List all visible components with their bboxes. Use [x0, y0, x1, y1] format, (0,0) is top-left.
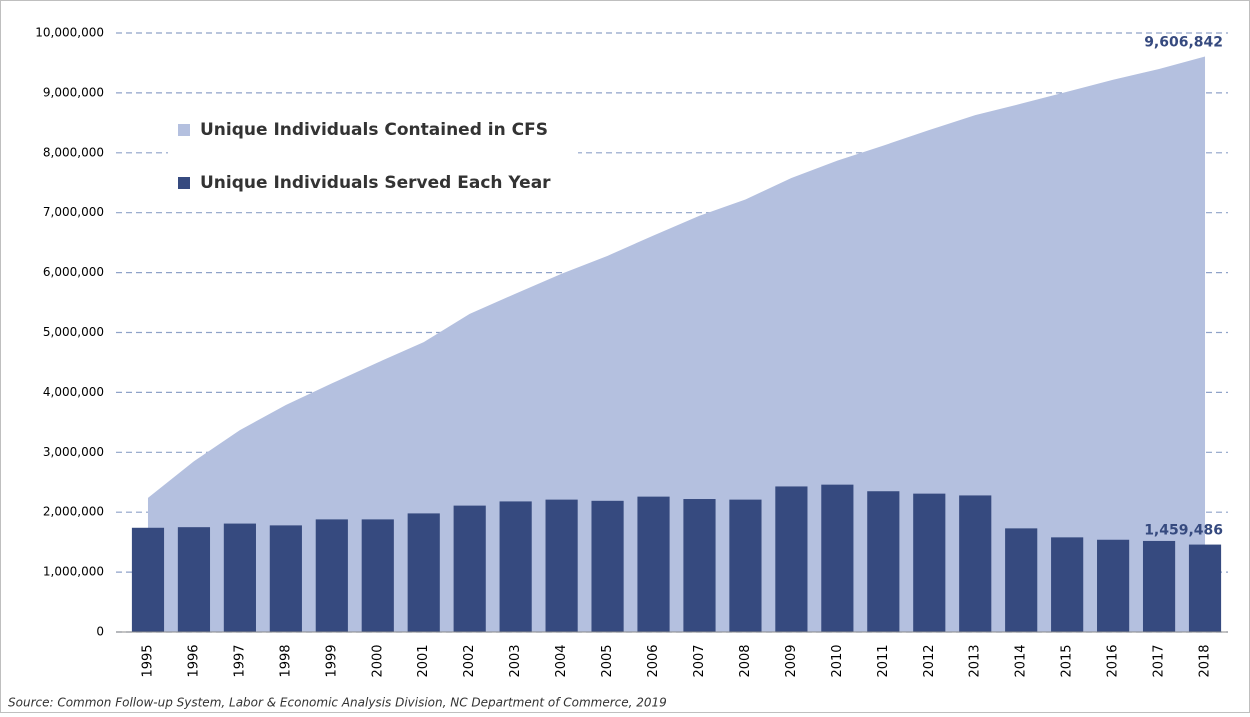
bar — [1051, 537, 1084, 632]
x-tick-label: 2002 — [462, 644, 477, 677]
bar — [821, 484, 854, 632]
x-tick-label: 2016 — [1106, 644, 1121, 677]
x-tick-label: 2012 — [922, 644, 937, 677]
bar — [913, 493, 946, 632]
bar — [1188, 544, 1222, 632]
y-tick-label: 10,000,000 — [35, 26, 104, 40]
x-tick-label: 2015 — [1060, 644, 1075, 677]
y-tick-label: 0 — [96, 625, 104, 639]
bar — [591, 500, 624, 632]
y-tick-label: 2,000,000 — [43, 505, 104, 519]
bar — [867, 491, 900, 632]
x-tick-label: 2008 — [738, 644, 753, 677]
y-tick-label: 3,000,000 — [43, 445, 104, 459]
x-tick-label: 2011 — [876, 644, 891, 677]
bar — [499, 501, 532, 632]
x-tick-label: 1999 — [324, 644, 339, 677]
x-tick-label: 1995 — [140, 644, 155, 677]
x-tick-label: 2017 — [1152, 644, 1167, 677]
x-tick-label: 2010 — [830, 644, 845, 677]
legend-swatch — [178, 124, 190, 136]
x-tick-label: 2005 — [600, 644, 615, 677]
y-tick-label: 7,000,000 — [43, 205, 104, 219]
area — [147, 56, 1206, 632]
bar — [637, 496, 670, 632]
value-label: 1,459,486 — [1144, 523, 1223, 539]
y-tick-label: 8,000,000 — [43, 145, 104, 159]
bar — [1142, 540, 1176, 632]
x-tick-label: 2018 — [1198, 644, 1213, 677]
bar — [315, 519, 348, 632]
bar — [959, 495, 992, 632]
x-tick-label: 2014 — [1014, 644, 1029, 677]
x-tick-label: 2000 — [370, 644, 385, 677]
bar — [545, 499, 578, 632]
x-tick-label: 2009 — [784, 644, 799, 677]
legend-swatch — [178, 177, 190, 189]
value-label: 9,606,842 — [1144, 35, 1223, 51]
bar — [269, 525, 302, 632]
x-tick-label: 2007 — [692, 644, 707, 677]
legend-label: Unique Individuals Contained in CFS — [200, 120, 548, 140]
source-note: Source: Common Follow-up System, Labor &… — [8, 696, 667, 710]
bar — [775, 486, 808, 632]
legend-background — [168, 110, 578, 210]
bar — [683, 499, 716, 632]
bar — [1005, 528, 1038, 632]
bar — [453, 505, 486, 632]
x-tick-label: 2003 — [508, 644, 523, 677]
bar — [729, 499, 762, 632]
y-tick-label: 9,000,000 — [43, 85, 104, 99]
bar — [407, 513, 440, 632]
x-tick-label: 2006 — [646, 644, 661, 677]
x-tick-label: 2013 — [968, 644, 983, 677]
y-tick-label: 6,000,000 — [43, 265, 104, 279]
y-tick-label: 1,000,000 — [43, 565, 104, 579]
bar — [1097, 539, 1130, 632]
x-tick-label: 2004 — [554, 644, 569, 677]
x-tick-label: 1997 — [232, 644, 247, 677]
bar — [177, 527, 211, 632]
y-tick-label: 5,000,000 — [43, 325, 104, 339]
y-tick-label: 4,000,000 — [43, 385, 104, 399]
x-tick-label: 1996 — [186, 644, 201, 677]
bar — [223, 523, 256, 632]
x-tick-label: 2001 — [416, 644, 431, 677]
legend-label: Unique Individuals Served Each Year — [200, 173, 551, 193]
bar — [131, 527, 165, 632]
bar — [361, 519, 394, 632]
x-tick-label: 1998 — [278, 644, 293, 677]
